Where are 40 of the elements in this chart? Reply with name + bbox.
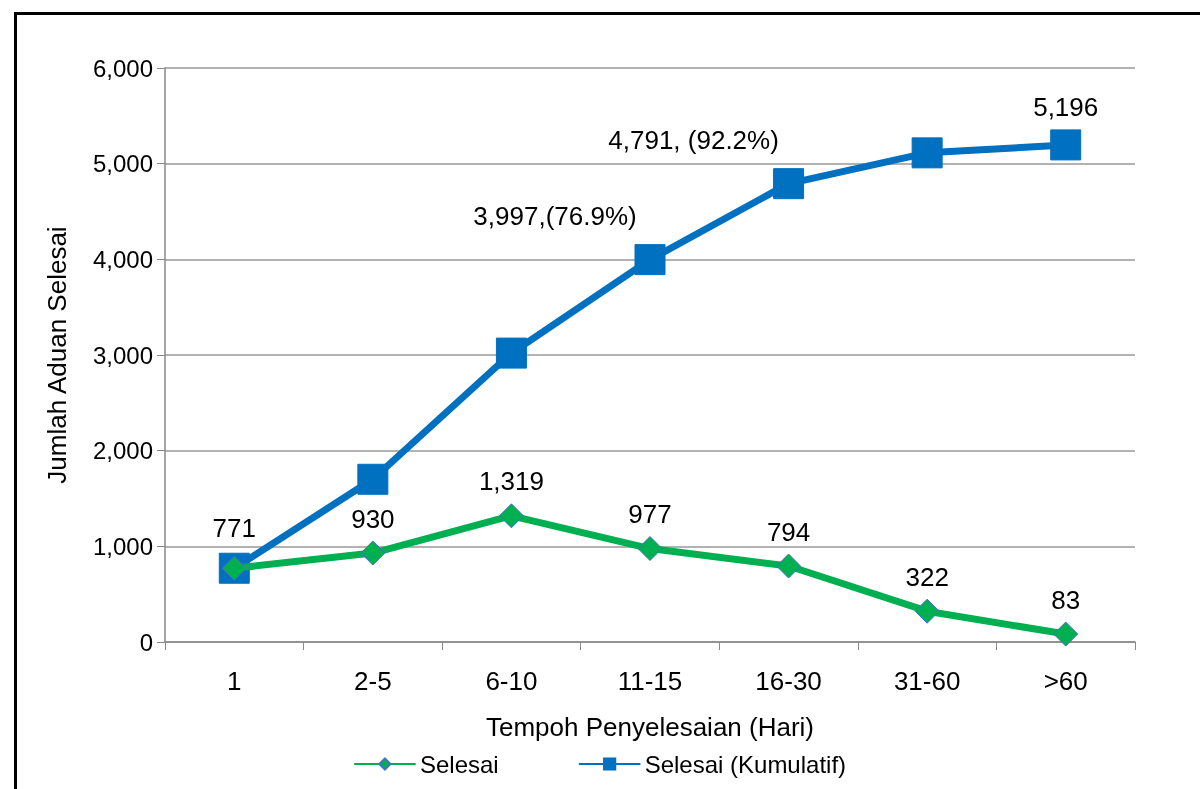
x-tick-label: 1 [227,666,242,696]
legend-label: Selesai [419,750,499,778]
data-label: 4,791, (92.2%) [608,125,779,156]
point [911,137,943,169]
point [498,503,524,529]
point [914,598,940,624]
point [634,244,666,276]
x-tick-label: 6-10 [485,666,538,696]
point [1053,621,1079,647]
y-tick-label: 1,000 [92,532,153,560]
x-tick-label: 31-60 [893,666,961,696]
point [360,540,386,566]
y-tick-label: 3,000 [92,341,153,369]
data-label: 1,319 [478,466,544,497]
data-label: 322 [905,561,949,592]
y-tick-label: 4,000 [92,245,153,273]
point [776,553,802,579]
point [495,337,527,369]
y-tick-label: 2,000 [92,437,153,465]
y-tick-label: 0 [139,628,153,656]
y-axis-title: Jumlah Aduan Selesai [42,226,72,484]
point [637,536,663,562]
legend-label: Selesai (Kumulatif) [644,750,847,778]
x-axis-title: Tempoh Penyelesaian (Hari) [485,712,815,742]
x-tick-label: 2-5 [354,666,392,696]
point [773,168,805,200]
data-label: 83 [1051,584,1081,615]
data-label: 771 [212,512,256,543]
data-label: 5,196 [1033,92,1099,123]
data-label: 977 [628,499,672,530]
data-label: 794 [766,516,811,547]
data-label: 930 [351,503,395,534]
x-tick-label: 11-15 [617,666,683,696]
point [1050,129,1082,161]
y-tick-label: 5,000 [92,150,153,178]
y-tick-label: 6,000 [92,54,153,82]
x-tick-label: >60 [1043,666,1088,696]
point [357,463,389,495]
x-tick-label: 16-30 [755,666,822,696]
data-label: 3,997,(76.9%) [473,201,637,232]
